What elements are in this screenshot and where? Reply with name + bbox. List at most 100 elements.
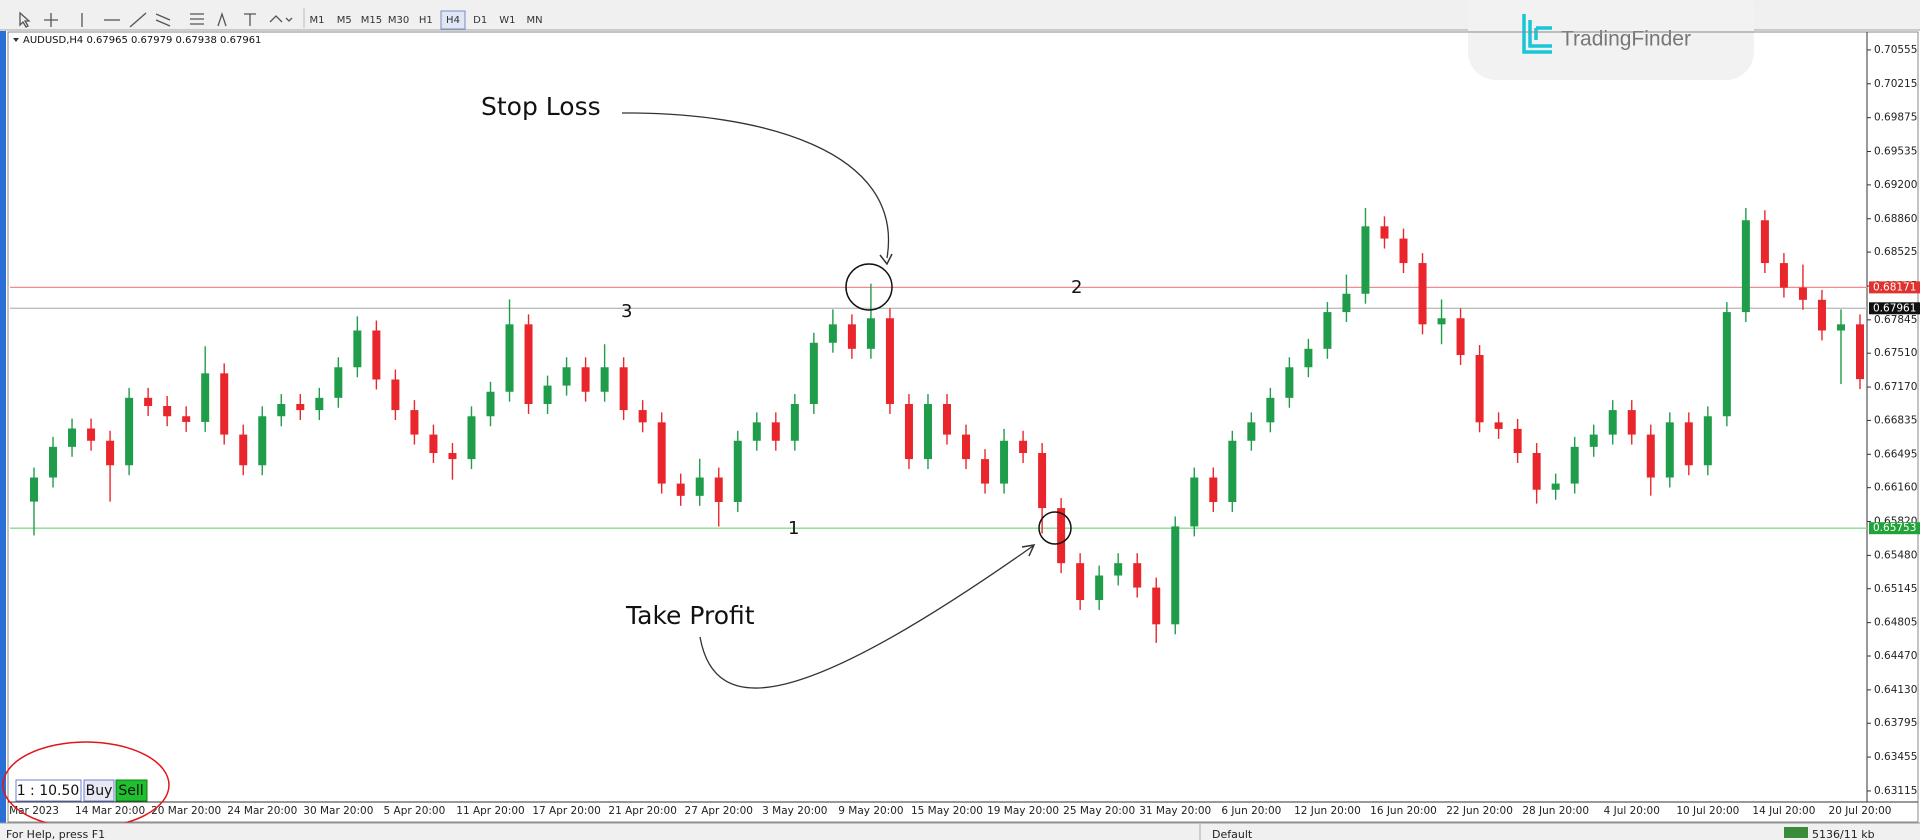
candle-body [1856, 324, 1864, 380]
candle-body [1589, 434, 1598, 447]
channel-tool[interactable] [155, 13, 171, 27]
timeframe-button[interactable]: M5 [337, 15, 352, 26]
timeframe-selected [440, 10, 466, 30]
candle-body [1019, 440, 1028, 454]
y-tick-label: 0.67845 [1874, 314, 1917, 326]
candle-body [1475, 355, 1484, 423]
price-tag [1869, 302, 1920, 315]
y-tick-label: 0.63115 [1874, 785, 1917, 797]
x-tick-label: 28 Jun 20:00 [1522, 805, 1589, 817]
symbol-menu-arrow[interactable] [13, 38, 19, 42]
timeframe-button[interactable]: W1 [499, 15, 515, 26]
timeframe-button[interactable]: M30 [388, 15, 409, 26]
ratio-text: 1 : 10.50 [17, 783, 80, 799]
y-tick-label: 0.63455 [1874, 751, 1917, 763]
candle-body [1798, 287, 1807, 300]
candle-body [1304, 348, 1313, 368]
y-tick-label: 0.69200 [1874, 179, 1917, 191]
y-tick-label: 0.65145 [1874, 583, 1917, 595]
candle-body [372, 330, 381, 380]
y-tick-label: 0.64470 [1874, 650, 1917, 662]
candle-body [695, 477, 704, 496]
y-tick-label: 0.66495 [1874, 448, 1917, 460]
sell-button-label[interactable]: Sell [118, 783, 143, 799]
candle-body [1038, 453, 1047, 509]
y-tick-label: 0.68525 [1874, 246, 1917, 258]
x-tick-label: 20 Mar 20:00 [151, 805, 221, 817]
shapes-tool[interactable] [269, 15, 293, 23]
candle-body [429, 434, 438, 454]
candle-body [1133, 563, 1142, 588]
candle-body [258, 416, 267, 466]
candle-body [1646, 434, 1655, 478]
candle-body [1627, 410, 1636, 435]
timeframe-button[interactable]: M1 [310, 15, 325, 26]
candle-body [182, 416, 191, 422]
price-tag-label: 0.68171 [1873, 281, 1916, 293]
candle-body [562, 367, 571, 386]
timeframe-button[interactable]: H4 [446, 15, 460, 26]
buy-button[interactable] [83, 779, 115, 802]
candle-body [125, 397, 134, 466]
y-tick-label: 0.65480 [1874, 549, 1917, 561]
take-profit-label: Take Profit [625, 601, 755, 630]
timeframe-button[interactable]: M15 [361, 15, 382, 26]
candle-body [943, 404, 951, 435]
trendline-tool[interactable] [129, 12, 147, 28]
candle-body [885, 318, 894, 405]
price-tag-label: 0.65753 [1873, 522, 1916, 534]
candle-body [1000, 440, 1009, 484]
candle-body [828, 324, 837, 343]
candle-body [1513, 428, 1522, 454]
timeframe-button[interactable]: MN [527, 15, 543, 26]
sell-button[interactable] [115, 779, 148, 802]
candle-body [581, 367, 590, 392]
x-tick-label: Mar 2023 [9, 805, 59, 817]
status-traffic: 5136/11 kb [1812, 828, 1875, 840]
candle-body [1836, 324, 1845, 331]
x-tick-label: 27 Apr 20:00 [685, 805, 753, 817]
candle-body [220, 373, 229, 435]
x-tick-label: 22 Jun 20:00 [1446, 805, 1513, 817]
candle-body [1228, 440, 1237, 503]
y-tick-label: 0.66160 [1874, 482, 1917, 494]
candle-body [163, 405, 172, 417]
y-tick-label: 0.69535 [1874, 146, 1917, 158]
x-tick-label: 21 Apr 20:00 [608, 805, 676, 817]
fibo-tool[interactable] [190, 13, 204, 25]
x-tick-label: 14 Mar 20:00 [75, 805, 145, 817]
candle-body [1418, 263, 1427, 325]
candle-body [391, 379, 400, 411]
candle-body [505, 324, 514, 392]
y-tick-label: 0.67170 [1874, 381, 1917, 393]
candle-body [315, 397, 324, 411]
candle-body [1266, 397, 1275, 423]
stop-loss-arrowhead [879, 253, 893, 266]
crosshair-tool[interactable] [44, 13, 58, 27]
x-tick-label: 14 Jul 20:00 [1752, 805, 1815, 817]
timeframe-button[interactable]: D1 [473, 15, 487, 26]
y-tick-label: 0.63795 [1874, 717, 1917, 729]
candle-body [239, 434, 248, 466]
candle-body [524, 324, 533, 405]
y-tick-label: 0.66835 [1874, 414, 1917, 426]
candle-body [1722, 312, 1731, 417]
y-tick-label: 0.70215 [1874, 78, 1917, 90]
timeframe-button[interactable]: H1 [419, 15, 433, 26]
candle-body [1152, 587, 1161, 625]
candle-body [87, 428, 96, 441]
candle-body [1779, 263, 1788, 288]
label-tool[interactable] [244, 13, 256, 26]
logo-icon [1522, 14, 1552, 54]
candle-body [1209, 477, 1218, 503]
buy-button-label[interactable]: Buy [86, 783, 113, 799]
x-tick-label: 16 Jun 20:00 [1370, 805, 1437, 817]
candle-body [1171, 526, 1180, 625]
candle-body [353, 330, 362, 368]
level-number: 3 [621, 301, 632, 322]
candle-body [790, 404, 799, 441]
take-profit-circle [1038, 511, 1072, 545]
cursor-tool[interactable] [19, 11, 31, 28]
text-tool[interactable] [217, 11, 227, 27]
candle-body [962, 434, 971, 460]
